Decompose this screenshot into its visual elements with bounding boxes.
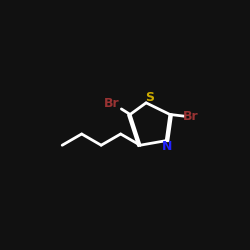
Text: S: S xyxy=(145,91,154,104)
Text: Br: Br xyxy=(183,110,199,124)
Text: N: N xyxy=(162,140,172,153)
Text: Br: Br xyxy=(104,97,119,110)
